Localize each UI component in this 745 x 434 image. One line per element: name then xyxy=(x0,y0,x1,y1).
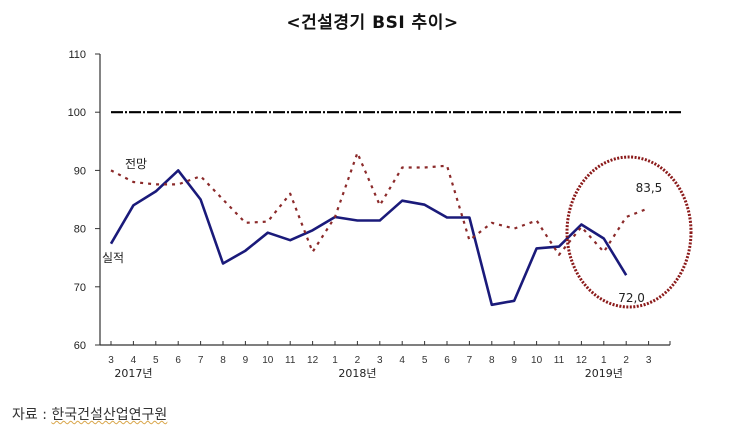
y-tick-label: 100 xyxy=(68,107,86,119)
x-tick-label: 2 xyxy=(623,355,629,366)
x-tick-label: 4 xyxy=(399,355,405,366)
source-note: 자료 : 한국건설산업연구원 xyxy=(12,404,167,424)
y-tick-label: 60 xyxy=(74,340,86,352)
x-tick-label: 11 xyxy=(285,355,296,366)
year-label: 2018년 xyxy=(338,367,376,380)
x-tick-label: 7 xyxy=(467,355,473,366)
highlight-ellipse xyxy=(565,155,693,309)
x-tick-label: 4 xyxy=(131,355,137,366)
source-org: 한국건설산업연구원 xyxy=(51,407,168,423)
y-tick-label: 80 xyxy=(74,224,86,236)
label-actual: 실적 xyxy=(102,251,124,265)
x-tick-label: 12 xyxy=(576,355,588,366)
x-tick-label: 1 xyxy=(601,355,607,366)
x-tick-label: 11 xyxy=(554,355,565,366)
x-tick-label: 7 xyxy=(198,355,204,366)
label-forecast: 전망 xyxy=(125,157,147,171)
x-tick-label: 3 xyxy=(377,355,383,366)
x-tick-label: 5 xyxy=(422,355,428,366)
year-label: 2019년 xyxy=(585,367,623,380)
x-tick-label: 2 xyxy=(355,355,361,366)
annotation-actual-last: 72,0 xyxy=(618,291,645,305)
x-tick-label: 3 xyxy=(108,355,114,366)
series-전망 xyxy=(110,151,650,256)
x-tick-label: 10 xyxy=(531,355,543,366)
source-label: 자료 : xyxy=(12,407,47,423)
x-tick-label: 6 xyxy=(444,355,450,366)
series-실적 xyxy=(109,169,628,307)
y-tick-label: 90 xyxy=(74,165,86,177)
x-tick-label: 1 xyxy=(332,355,338,366)
x-tick-label: 10 xyxy=(262,355,274,366)
x-tick-label: 6 xyxy=(175,355,181,366)
x-tick-label: 12 xyxy=(307,355,319,366)
series-lines xyxy=(109,151,650,307)
chart-title: <건설경기 BSI 추이> xyxy=(286,13,459,33)
x-tick-label: 9 xyxy=(243,355,249,366)
x-tick-label: 8 xyxy=(489,355,495,366)
x-tick-label: 3 xyxy=(646,355,652,366)
x-tick-label: 9 xyxy=(511,355,517,366)
x-tick-label: 8 xyxy=(220,355,226,366)
year-label: 2017년 xyxy=(114,367,152,380)
annotation-forecast-last: 83,5 xyxy=(636,181,663,195)
y-tick-label: 70 xyxy=(74,282,86,294)
x-tick-label: 5 xyxy=(153,355,159,366)
y-tick-label: 110 xyxy=(68,49,86,61)
